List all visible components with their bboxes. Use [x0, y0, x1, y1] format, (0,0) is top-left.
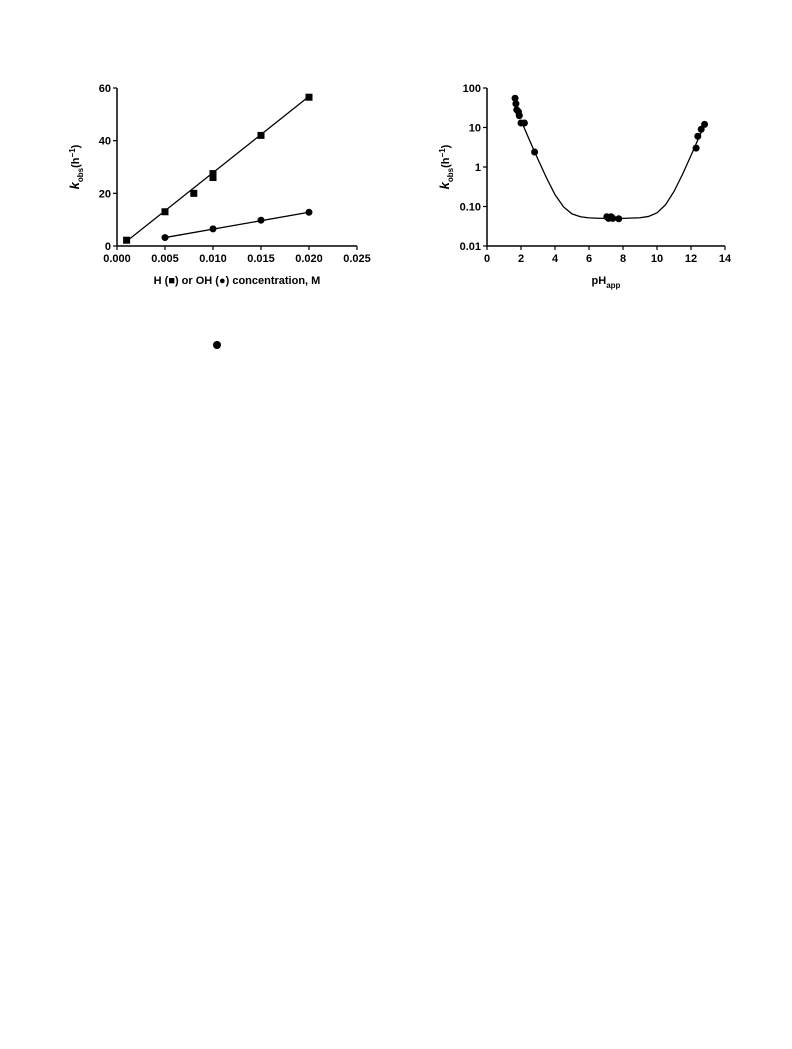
x-tick-label: 0.005 [151, 253, 179, 265]
fit-line [164, 211, 310, 239]
x-tick-label: 4 [552, 253, 559, 265]
label-part: (h [70, 157, 82, 168]
x-axis-label: pHapp [592, 275, 621, 290]
x-tick-label: 14 [719, 253, 732, 265]
point [161, 208, 169, 216]
fit-line [126, 95, 310, 242]
label-part: −1 [438, 148, 447, 158]
x-tick-label: 0 [484, 253, 490, 265]
point [123, 236, 131, 244]
label-part: app [606, 281, 620, 290]
x-tick-label: 0.015 [247, 253, 275, 265]
x-tick-label: 6 [586, 253, 592, 265]
x-tick-label: 0.000 [103, 253, 131, 265]
label-part: ) [70, 144, 82, 148]
y-tick-label: 100 [463, 83, 481, 95]
stray-dot [213, 341, 221, 349]
x-tick-label: 0.010 [199, 253, 227, 265]
point [515, 112, 523, 120]
point [209, 174, 217, 182]
label-part: k [67, 181, 82, 189]
y-tick-label: 60 [99, 83, 111, 95]
x-axis-label: H (■) or OH (●) concentration, M [154, 275, 321, 287]
point [190, 189, 198, 197]
y-tick-label: 1 [475, 162, 481, 174]
label-part: (h [440, 157, 452, 168]
y-tick-label: 10 [469, 123, 481, 135]
fit-line [520, 120, 706, 220]
y-tick-label: 20 [99, 188, 111, 200]
x-tick-label: 0.025 [343, 253, 371, 265]
label-part: obs [76, 167, 85, 182]
label-part: obs [446, 167, 455, 182]
point [257, 131, 265, 139]
x-tick-label: 10 [651, 253, 663, 265]
y-tick-label: 0.10 [460, 202, 481, 214]
label-part: −1 [68, 148, 77, 158]
y-axis-label: kobs(h−1) [437, 144, 455, 189]
label-part: pH [592, 275, 607, 287]
y-tick-label: 0 [105, 241, 111, 253]
x-tick-label: 0.020 [295, 253, 323, 265]
label-part: k [437, 181, 452, 189]
label-part: H (■) or OH (●) concentration, M [154, 275, 321, 287]
x-tick-label: 2 [518, 253, 524, 265]
y-tick-label: 0.01 [460, 241, 481, 253]
y-tick-label: 40 [99, 136, 111, 148]
y-axis-label: kobs(h−1) [67, 144, 85, 189]
point [209, 170, 217, 178]
label-part: ) [440, 144, 452, 148]
x-tick-label: 8 [620, 253, 626, 265]
point [511, 94, 519, 102]
point [512, 100, 520, 108]
x-tick-label: 12 [685, 253, 697, 265]
